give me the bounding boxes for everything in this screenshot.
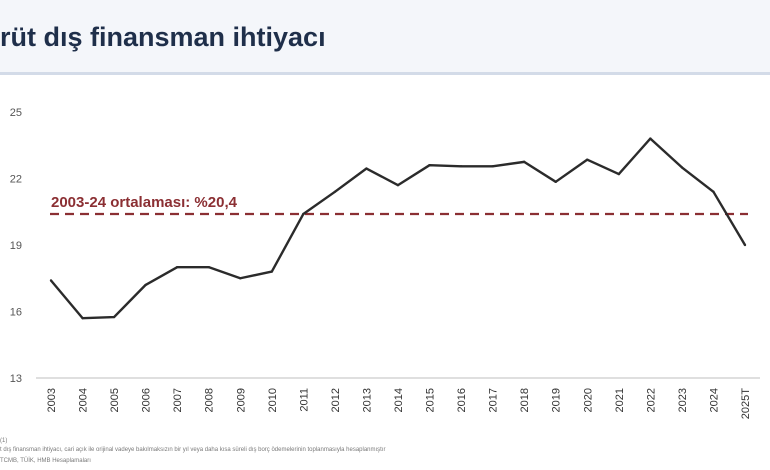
x-tick-label: 2004 (78, 388, 90, 412)
data-point-2010 (270, 270, 274, 273)
x-tick-label: 2015 (425, 388, 437, 412)
x-tick-label: 2018 (519, 388, 531, 412)
y-axis: 13 16 19 22 25 (10, 107, 22, 385)
x-tick-label: 2016 (456, 388, 468, 412)
x-tick-label: 2008 (204, 388, 216, 412)
x-tick-label: 2005 (109, 388, 121, 412)
data-point-2007 (175, 265, 179, 269)
data-point-2004 (81, 316, 84, 320)
footnote-definition: t dış finansman ihtiyacı, cari açık ile … (0, 447, 386, 453)
data-point-2024 (712, 190, 715, 193)
x-tick-label: 2023 (677, 388, 689, 412)
y-tick-label: 16 (10, 307, 22, 319)
x-tick-label: 2022 (645, 388, 657, 412)
data-point-2017 (491, 165, 494, 168)
data-point-2008 (207, 265, 210, 269)
data-point-2022 (649, 137, 652, 140)
y-tick-label: 25 (10, 107, 22, 119)
data-point-2009 (239, 277, 242, 280)
data-point-2014 (396, 183, 400, 187)
x-tick-label: 2010 (267, 388, 279, 412)
x-tick-label: 2020 (582, 388, 594, 412)
x-tick-label: 2006 (141, 388, 153, 412)
data-point-2006 (144, 283, 147, 287)
data-point-2025T (743, 243, 747, 247)
x-tick-label: 2019 (551, 388, 563, 412)
data-point-2019 (554, 180, 557, 184)
data-point-2023 (680, 166, 684, 169)
header-bar: rüt dış finansman ihtiyacı (0, 0, 770, 75)
x-axis: 2003 2004 2005 2006 2007 2008 2009 2010 2011 2012… (46, 388, 752, 419)
y-tick-label: 19 (10, 240, 22, 252)
data-point-2011 (302, 212, 305, 216)
data-point-2012 (333, 190, 337, 193)
data-point-2020 (586, 158, 589, 161)
series-line (50, 137, 747, 320)
y-tick-label: 22 (10, 174, 22, 186)
x-tick-label: 2021 (614, 388, 626, 412)
x-tick-label: 2011 (298, 388, 310, 412)
average-reference-label: 2003-24 ortalaması: %20,4 (51, 194, 238, 211)
data-point-2003 (49, 279, 53, 282)
x-tick-label: 2013 (361, 388, 373, 412)
y-tick-label: 13 (10, 373, 22, 385)
x-tick-label: 2012 (330, 388, 342, 412)
data-point-2015 (428, 164, 431, 167)
data-point-2005 (112, 315, 116, 319)
data-points (49, 137, 747, 320)
data-point-2013 (365, 167, 368, 170)
data-point-2016 (459, 165, 463, 168)
x-tick-label: 2014 (393, 388, 405, 412)
x-tick-label: 2025T (740, 388, 752, 419)
x-tick-label: 2024 (708, 388, 720, 412)
footnote-marker: (1) (0, 438, 8, 444)
x-tick-label: 2009 (235, 388, 247, 412)
data-point-2018 (522, 160, 526, 164)
x-tick-label: 2017 (488, 388, 500, 412)
data-point-2021 (617, 172, 621, 176)
page-title: rüt dış finansman ihtiyacı (0, 22, 326, 52)
x-tick-label: 2007 (172, 388, 184, 412)
x-tick-label: 2003 (46, 388, 58, 412)
footnote-source: TCMB, TÜİK, HMB Hesaplamaları (0, 458, 91, 464)
